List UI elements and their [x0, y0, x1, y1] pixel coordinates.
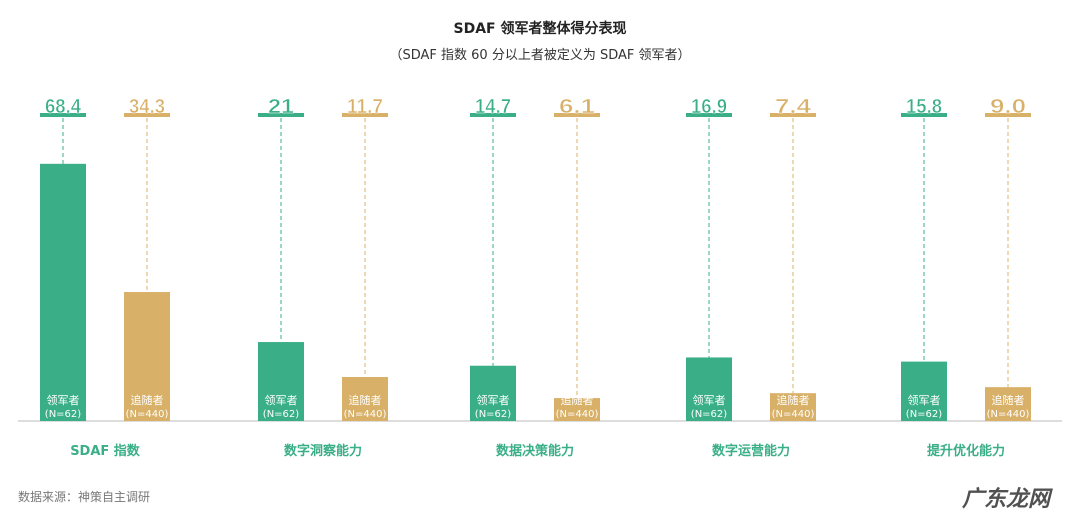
bar: [124, 292, 170, 421]
data-label: 9.0: [990, 96, 1026, 118]
bar-series-label: 追随者: [131, 393, 164, 407]
value-underline: [686, 113, 732, 117]
bar-series-label: 追随者: [349, 393, 382, 407]
bar-sample-label: (N=62): [263, 409, 299, 420]
value-underline: [124, 113, 170, 117]
chart-title: SDAF 领军者整体得分表现: [453, 21, 627, 37]
bar-series-label: 领军者: [477, 394, 510, 407]
bar: [40, 163, 86, 422]
data-label: 16.9: [691, 96, 727, 118]
data-label: 15.8: [906, 96, 942, 118]
category-label: 数字运营能力: [712, 443, 790, 459]
bar: [342, 377, 388, 421]
value-underline: [985, 113, 1031, 117]
source-note: 数据来源：神策自主调研: [18, 490, 151, 504]
bar-series-label: 领军者: [908, 394, 941, 407]
category-label: 数字洞察能力: [284, 443, 362, 459]
value-underline: [770, 113, 816, 117]
bar-sample-label: (N=440): [987, 409, 1030, 420]
bar-sample-label: (N=62): [691, 409, 727, 420]
bar-sample-label: (N=440): [344, 409, 387, 420]
bar-series-label: 追随者: [992, 393, 1025, 407]
bar-series-label: 领军者: [47, 394, 80, 407]
data-label: 68.4: [45, 96, 82, 118]
value-underline: [470, 113, 516, 117]
bar: [470, 365, 516, 421]
bar-sample-label: (N=62): [45, 409, 81, 420]
bar-series-label: 领军者: [693, 394, 726, 407]
bar: [686, 357, 732, 421]
value-underline: [554, 113, 600, 117]
data-label: 14.7: [475, 96, 511, 118]
chart-subtitle: （SDAF 指数 60 分以上者被定义为 SDAF 领军者）: [389, 48, 691, 63]
data-label: 7.4: [775, 96, 812, 118]
data-label: 21: [268, 96, 294, 118]
value-underline: [40, 113, 86, 117]
bar: [985, 387, 1031, 421]
bar-sample-label: (N=62): [906, 409, 942, 420]
data-label: 6.1: [559, 96, 595, 118]
watermark-logo: 广东龙网: [961, 487, 1050, 512]
bar-sample-label: (N=440): [556, 409, 599, 420]
category-label: 提升优化能力: [927, 443, 1005, 459]
bar-sample-label: (N=62): [475, 409, 511, 420]
bar-series-label: 追随者: [561, 393, 594, 407]
value-underline: [342, 113, 388, 117]
bar: [770, 393, 816, 421]
data-label: 11.7: [347, 96, 383, 118]
data-label: 34.3: [129, 96, 165, 118]
bar: [554, 398, 600, 421]
category-label: 数据决策能力: [496, 443, 574, 459]
category-label: SDAF 指数: [70, 443, 141, 459]
bar-sample-label: (N=440): [772, 409, 815, 420]
bar-series-label: 追随者: [777, 393, 810, 407]
bar: [901, 361, 947, 421]
value-underline: [901, 113, 947, 117]
value-underline: [258, 113, 304, 117]
bar-series-label: 领军者: [265, 394, 298, 407]
bar: [258, 342, 304, 421]
bar-sample-label: (N=440): [126, 409, 169, 420]
